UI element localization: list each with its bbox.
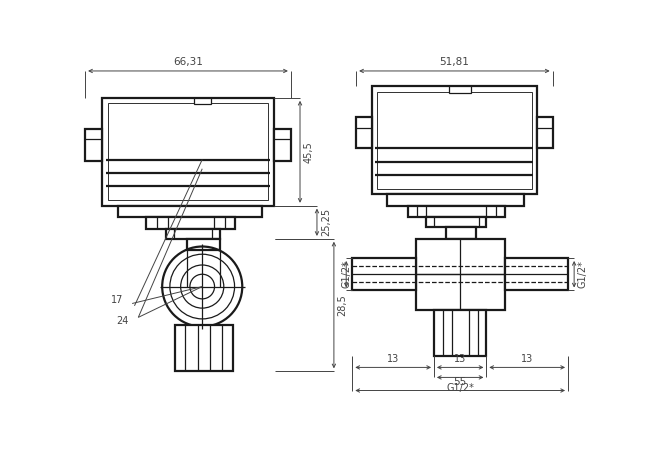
Bar <box>102 98 274 206</box>
Text: 17: 17 <box>111 294 123 305</box>
Bar <box>352 258 415 290</box>
Bar <box>447 226 476 239</box>
Bar <box>408 206 505 217</box>
Bar <box>187 239 220 250</box>
Text: G1/2*: G1/2* <box>447 383 474 393</box>
Text: 13: 13 <box>454 354 466 363</box>
Bar <box>537 117 552 148</box>
Bar <box>194 98 211 104</box>
Bar <box>356 117 372 148</box>
Bar <box>274 129 291 161</box>
Text: G1/2*: G1/2* <box>577 260 587 288</box>
Bar <box>118 206 261 217</box>
Bar <box>377 92 532 189</box>
Bar <box>166 229 220 239</box>
Text: 55: 55 <box>454 377 467 387</box>
Bar <box>426 217 486 226</box>
Bar <box>85 129 102 161</box>
Bar <box>415 239 505 310</box>
Text: 25,25: 25,25 <box>321 208 331 236</box>
Text: 24: 24 <box>117 316 129 326</box>
Bar <box>387 194 524 206</box>
Bar <box>146 217 235 229</box>
Text: 51,81: 51,81 <box>439 57 469 67</box>
Bar <box>505 258 568 290</box>
Text: 13: 13 <box>521 354 533 363</box>
Bar <box>449 87 471 93</box>
Text: 13: 13 <box>387 354 399 363</box>
Bar <box>107 103 268 200</box>
Text: 45,5: 45,5 <box>304 141 314 163</box>
Bar <box>434 310 486 356</box>
Bar <box>372 87 537 194</box>
Text: 66,31: 66,31 <box>173 57 203 67</box>
Text: 28,5: 28,5 <box>338 294 348 316</box>
Text: G1/2*: G1/2* <box>342 260 352 288</box>
Bar <box>176 325 233 371</box>
